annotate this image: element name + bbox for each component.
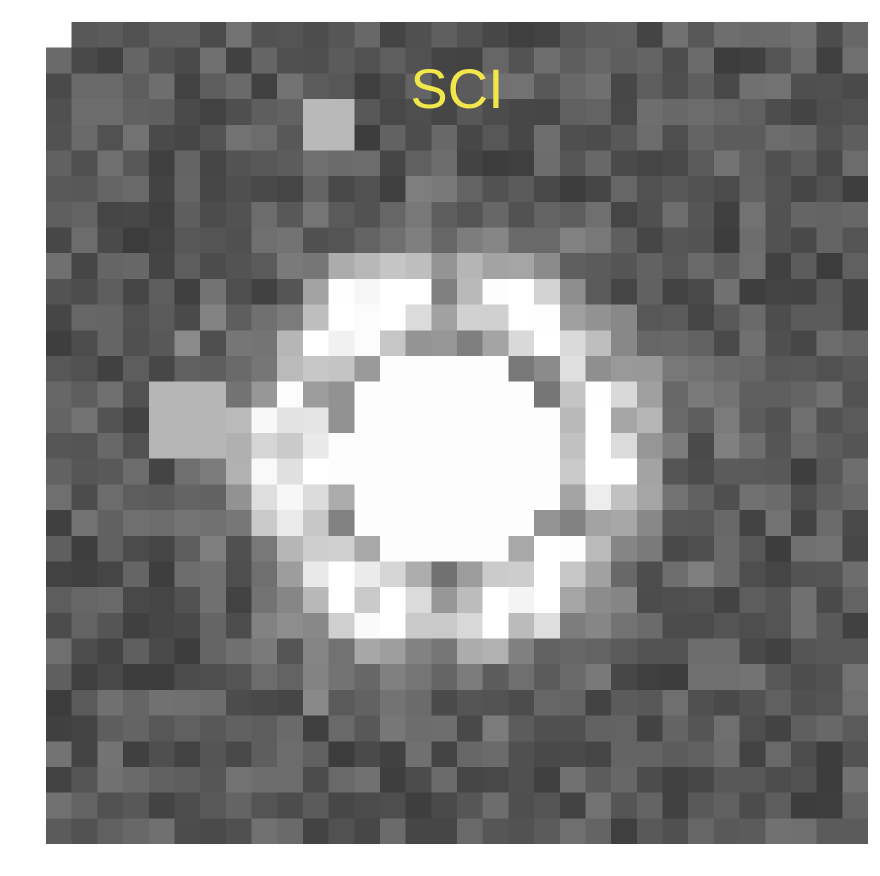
- pixel-grid: [46, 22, 868, 844]
- science-image-panel: SCI: [46, 22, 868, 844]
